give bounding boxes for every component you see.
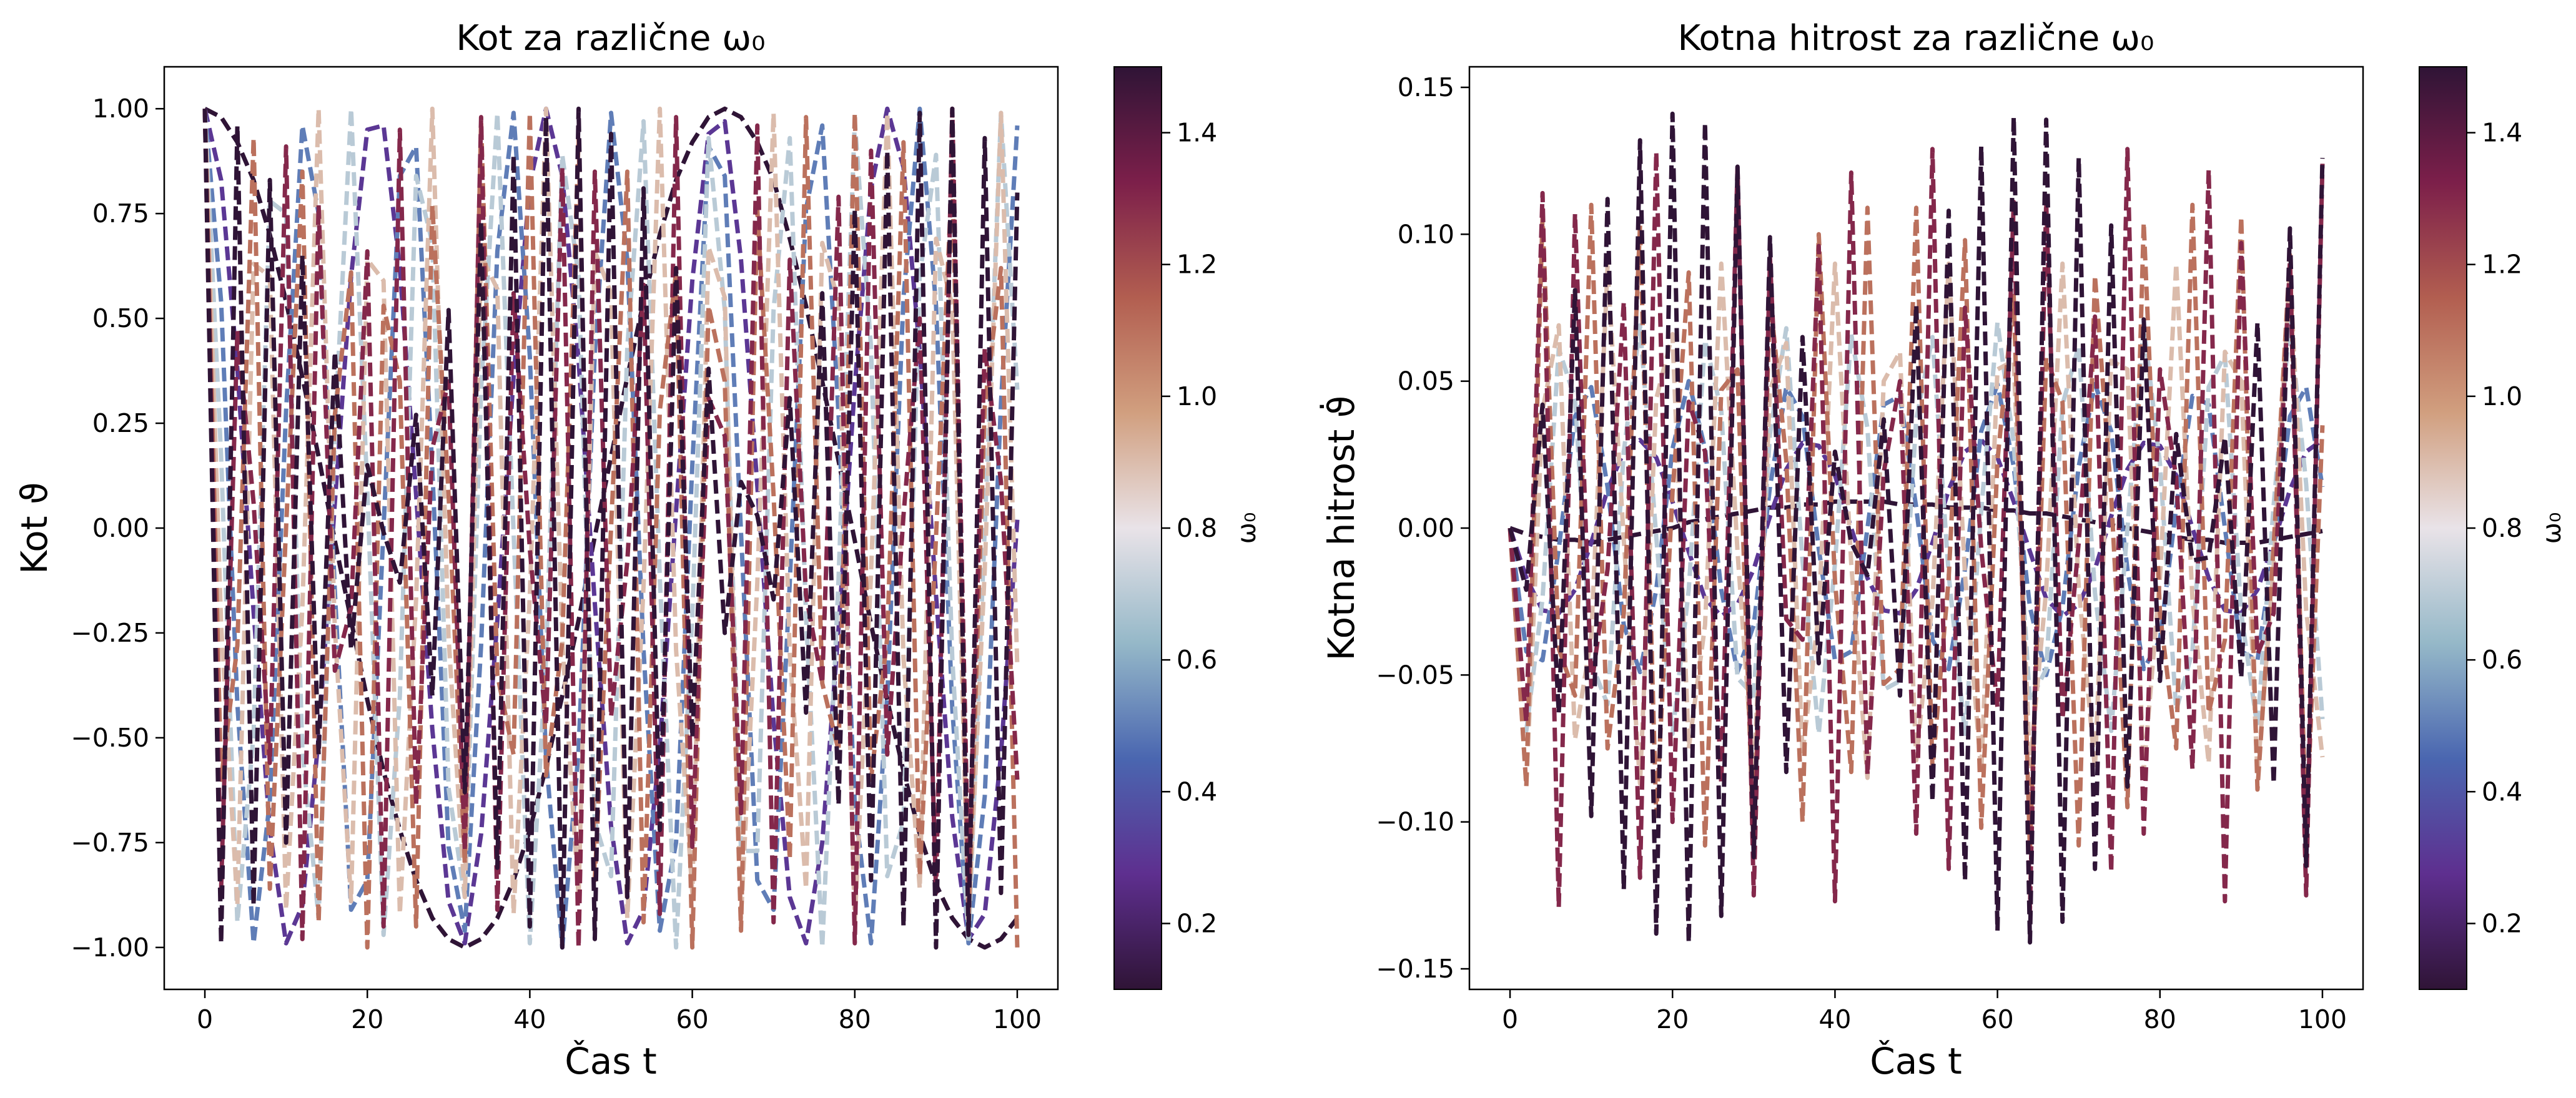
left-colorbar-tick-label: 0.8 [1177, 513, 1217, 543]
left-x-tick-label: 0 [197, 1004, 213, 1034]
right-panel: Kotna hitrost za različne ω₀ 0 20 40 60 80 10… [1319, 18, 2567, 1082]
left-colorbar-tick-label: 1.4 [1177, 118, 1217, 148]
right-y-tick-label: 0.00 [1398, 513, 1454, 543]
left-y-tick-label: −1.00 [71, 933, 149, 963]
left-x-axis: 0 20 40 60 80 100 [197, 989, 1042, 1034]
left-y-tick-label: −0.25 [71, 618, 149, 648]
right-colorbar-tick-label: 0.6 [2482, 645, 2522, 675]
left-x-tick-label: 100 [993, 1004, 1042, 1034]
right-colorbar-tick-label: 0.2 [2482, 908, 2522, 938]
right-x-tick-label: 100 [2298, 1004, 2347, 1034]
left-colorbar-label: ω₀ [1231, 512, 1261, 544]
left-y-tick-label: −0.75 [71, 828, 149, 858]
left-y-axis-label: Kot ϑ [13, 482, 56, 574]
left-y-axis: 1.00 0.75 0.50 0.25 0.00 −0.25 −0.50 −0.75 −1.00 [71, 94, 164, 963]
left-y-tick-label: 0.50 [92, 303, 149, 333]
right-x-tick-label: 60 [1981, 1004, 2014, 1034]
right-y-axis: 0.15 0.10 0.05 0.00 −0.05 −0.10 −0.15 [1376, 72, 1469, 984]
left-panel: Kot za različne ω₀ 0 20 40 60 80 100 1.00 0.75… [13, 18, 1261, 1082]
right-y-tick-label: −0.05 [1376, 660, 1454, 690]
right-x-tick-label: 80 [2144, 1004, 2176, 1034]
right-y-tick-label: 0.05 [1398, 366, 1454, 396]
left-colorbar-tick-label: 1.0 [1177, 381, 1217, 411]
right-series-line-1 [1508, 438, 2324, 619]
right-x-axis: 0 20 40 60 80 100 [1502, 989, 2347, 1034]
right-colorbar-tick-label: 1.2 [2482, 250, 2522, 280]
right-series-line-6 [1508, 147, 2325, 913]
right-y-tick-label: −0.15 [1376, 954, 1454, 984]
left-colorbar-tick-label: 0.6 [1177, 645, 1217, 675]
right-y-axis-label: Kotna hitrost ϑ̇ [1319, 395, 1363, 660]
right-x-tick-label: 0 [1502, 1004, 1518, 1034]
right-x-tick-label: 40 [1818, 1004, 1851, 1034]
left-series-line-6 [202, 106, 1020, 950]
left-colorbar-tick-label: 1.2 [1177, 250, 1217, 280]
left-y-tick-label: 0.75 [92, 199, 149, 228]
left-series-group [202, 106, 1020, 950]
right-colorbar-label: ω₀ [2537, 512, 2567, 544]
left-x-tick-label: 60 [676, 1004, 709, 1034]
right-colorbar-tick-label: 0.4 [2482, 777, 2522, 806]
right-x-tick-label: 20 [1656, 1004, 1689, 1034]
left-x-tick-label: 80 [839, 1004, 871, 1034]
right-chart-title: Kotna hitrost za različne ω₀ [1678, 18, 2154, 59]
left-y-tick-label: 0.25 [92, 408, 149, 438]
left-colorbar-ticks: 0.2 0.4 0.6 0.8 1.0 1.2 1.4 [1162, 118, 1217, 938]
left-y-tick-label: 0.00 [92, 513, 149, 543]
left-x-tick-label: 40 [513, 1004, 546, 1034]
right-x-axis-label: Čas t [1870, 1039, 1962, 1082]
right-colorbar-tick-label: 0.8 [2482, 513, 2522, 543]
right-y-tick-label: 0.15 [1398, 72, 1454, 102]
left-y-tick-label: 1.00 [92, 94, 149, 124]
right-series-group [1508, 111, 2325, 945]
left-colorbar-tick-label: 0.2 [1177, 908, 1217, 938]
right-y-tick-label: −0.10 [1376, 807, 1454, 837]
right-colorbar-tick-label: 1.4 [2482, 118, 2522, 148]
left-colorbar [1113, 66, 1162, 990]
left-series-line-7 [202, 106, 1020, 950]
left-chart-title: Kot za različne ω₀ [456, 18, 765, 59]
left-colorbar-tick-label: 0.4 [1177, 777, 1217, 806]
right-y-tick-label: 0.10 [1398, 219, 1454, 249]
right-colorbar-tick-label: 1.0 [2482, 381, 2522, 411]
right-colorbar-ticks: 0.2 0.4 0.6 0.8 1.0 1.2 1.4 [2467, 118, 2522, 938]
left-x-tick-label: 20 [351, 1004, 383, 1034]
right-colorbar [2419, 66, 2467, 990]
left-series-line-4 [202, 106, 1020, 924]
left-y-tick-label: −0.50 [71, 723, 149, 753]
right-series-line-4 [1508, 261, 2325, 789]
left-x-axis-label: Čas t [565, 1039, 656, 1082]
